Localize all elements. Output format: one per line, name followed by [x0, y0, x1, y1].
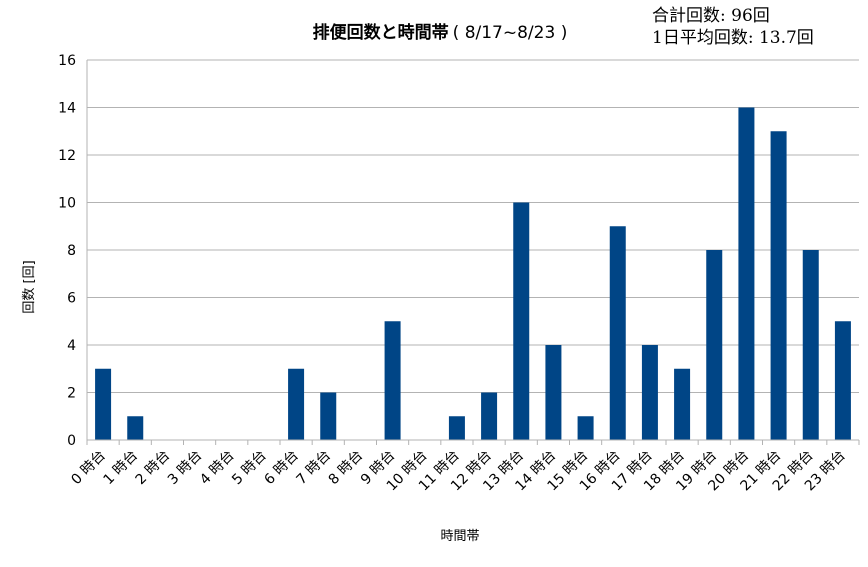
- bar: [513, 202, 530, 440]
- bar: [738, 107, 755, 440]
- chart-title-main: 排便回数と時間帯: [313, 22, 449, 43]
- daily-average: 1日平均回数: 13.7回: [652, 28, 814, 48]
- bar: [481, 392, 498, 440]
- x-tick-label: 2 時台: [133, 448, 174, 489]
- bar: [95, 368, 112, 440]
- bar: [802, 250, 819, 440]
- y-tick-label: 16: [58, 53, 76, 69]
- x-tick-label: 0 時台: [68, 448, 109, 489]
- y-tick-label: 12: [58, 148, 76, 164]
- bars: [95, 107, 851, 440]
- chart-title-range: ( 8/17~8/23 ): [453, 23, 568, 43]
- total-count: 合計回数: 96回: [652, 6, 770, 26]
- y-tick-label: 6: [67, 291, 76, 307]
- y-tick-label: 10: [58, 196, 76, 212]
- axes: [86, 60, 860, 445]
- bar: [320, 392, 337, 440]
- chart-title: 排便回数と時間帯( 8/17~8/23 ): [313, 22, 568, 43]
- y-tick-labels: 0 2 4 6 8 10 12 14 16: [58, 53, 76, 449]
- y-axis-title: 回数 [回]: [22, 260, 37, 313]
- x-tick-label: 5 時台: [229, 448, 270, 489]
- bar: [577, 416, 594, 440]
- y-tick-label: 2: [67, 386, 76, 402]
- y-tick-label: 0: [67, 433, 76, 449]
- bar: [770, 131, 787, 440]
- x-tick-label: 8 時台: [326, 448, 367, 489]
- x-tick-label: 7 時台: [294, 448, 335, 489]
- x-tick-label: 6 時台: [261, 448, 302, 489]
- x-axis-title: 時間帯: [440, 529, 479, 544]
- x-tick-labels: 0 時台1 時台2 時台3 時台4 時台5 時台6 時台7 時台8 時台9 時台…: [68, 448, 848, 495]
- grid-lines: [87, 59, 859, 441]
- bar: [448, 416, 465, 440]
- bar: [641, 345, 658, 440]
- bar: [384, 321, 401, 440]
- x-tick-label: 3 時台: [165, 448, 206, 489]
- x-tick-label: 4 時台: [197, 448, 238, 489]
- y-tick-label: 14: [58, 101, 76, 117]
- bar: [545, 345, 562, 440]
- y-tick-label: 4: [67, 338, 76, 354]
- bar: [127, 416, 144, 440]
- bar: [674, 368, 691, 440]
- bar: [706, 250, 723, 440]
- bar: [834, 321, 851, 440]
- y-tick-label: 8: [67, 243, 76, 259]
- x-tick-label: 1 時台: [101, 448, 142, 489]
- bar: [288, 368, 305, 440]
- bar: [609, 226, 626, 440]
